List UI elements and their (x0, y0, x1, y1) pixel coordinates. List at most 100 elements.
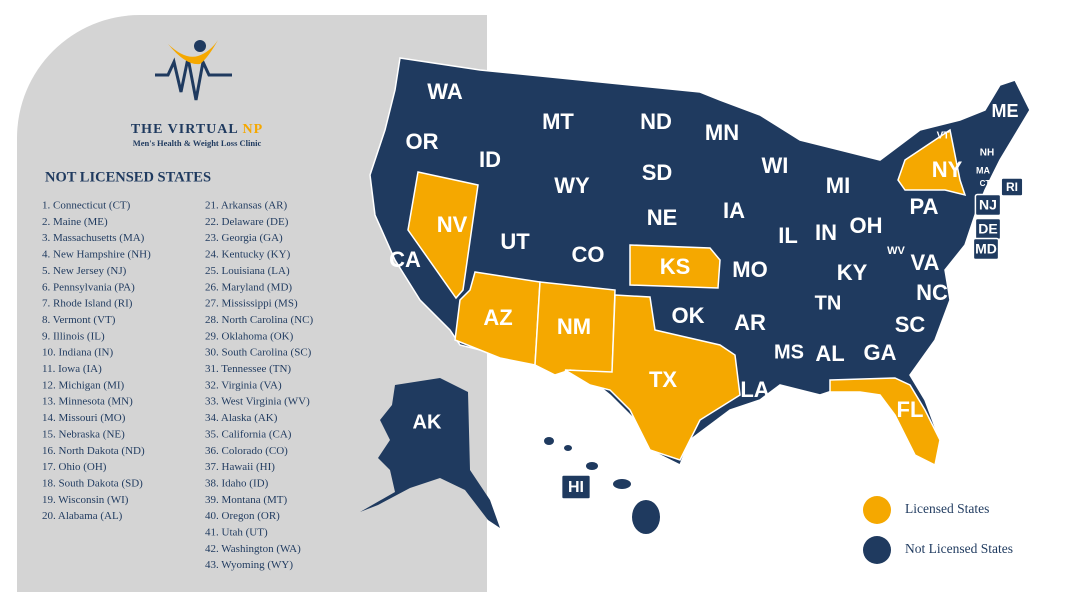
state-label: WI (762, 153, 789, 178)
state-label: MA (976, 165, 990, 175)
logo-icon (155, 40, 232, 101)
list-item: 7. Rhode Island (RI) (42, 298, 133, 310)
list-item: 35. California (CA) (205, 428, 292, 440)
state-label: TN (815, 292, 842, 314)
list-item: 22. Delaware (DE) (205, 216, 289, 228)
state-ak-shape (360, 378, 500, 528)
state-label: MO (732, 257, 767, 282)
list-item: 25. Louisiana (LA) (205, 265, 290, 277)
logo-subtitle: Men's Health & Weight Loss Clinic (133, 138, 262, 148)
list-item: 10. Indiana (IN) (42, 347, 114, 359)
list-item: 16. North Dakota (ND) (42, 445, 145, 457)
state-label: NE (647, 205, 678, 230)
list-item: 30. South Carolina (SC) (205, 347, 312, 359)
state-label: IN (815, 220, 837, 245)
state-label: ND (640, 109, 672, 134)
legend-swatch (863, 536, 891, 564)
list-item: 3. Massachusetts (MA) (42, 232, 145, 244)
list-item: 29. Oklahoma (OK) (205, 330, 294, 342)
state-label: OH (850, 213, 883, 238)
state-label: AR (734, 310, 766, 335)
state-label: MD (975, 241, 997, 257)
list-item: 36. Colorado (CO) (205, 445, 288, 457)
state-label: IL (778, 223, 798, 248)
state-label: KY (837, 260, 868, 285)
legend-swatch (863, 496, 891, 524)
state-label: NM (557, 314, 591, 339)
list-item: 32. Virginia (VA) (205, 379, 282, 391)
list-item: 26. Maryland (MD) (205, 281, 292, 293)
list-item: 41. Utah (UT) (205, 527, 268, 539)
state-label: MS (774, 341, 804, 363)
list-item: 42. Washington (WA) (205, 543, 301, 555)
state-label: OR (406, 129, 439, 154)
logo-title-main: THE VIRTUAL (131, 122, 238, 137)
state-label-box (1000, 177, 1024, 197)
state-label: OK (672, 303, 705, 328)
logo-title-accent: NP (242, 122, 263, 137)
state-label: CA (389, 247, 421, 272)
list-item: 17. Ohio (OH) (42, 461, 107, 473)
list-item: 39. Montana (MT) (205, 494, 288, 506)
state-fl (829, 377, 941, 467)
list-item: 43. Wyoming (WY) (205, 559, 293, 571)
us-map: WA OR CA NV ID MT WY UT CO AZ NM ND SD NE KS OK TX MN IA MO… (360, 57, 1031, 534)
state-label: SD (642, 160, 673, 185)
list-item: 40. Oregon (OR) (205, 510, 280, 522)
hawaii-islands (544, 437, 660, 534)
state-label: WA (427, 79, 463, 104)
side-panel (17, 15, 487, 592)
list-item: 23. Georgia (GA) (205, 232, 283, 244)
state-label: MN (705, 120, 739, 145)
list-item: 12. Michigan (MI) (42, 379, 125, 391)
state-label: ID (479, 147, 501, 172)
state-label-box (974, 193, 1002, 217)
state-label: FL (897, 397, 924, 422)
list-item: 1. Connecticut (CT) (42, 200, 131, 212)
state-label: DE (978, 221, 997, 237)
list-item: 27. Mississippi (MS) (205, 298, 298, 310)
state-label: NV (437, 212, 468, 237)
list-item: 13. Minnesota (MN) (42, 396, 133, 408)
state-label: HI (568, 479, 584, 496)
state-label: IA (723, 198, 745, 223)
list-item: 8. Vermont (VT) (42, 314, 116, 326)
list-item: 9. Illinois (IL) (42, 330, 105, 342)
list-item: 20. Alabama (AL) (42, 510, 123, 522)
list-item: 14. Missouri (MO) (42, 412, 126, 424)
state-label: ME (992, 101, 1019, 121)
list-item: 33. West Virginia (WV) (205, 396, 310, 408)
list-item: 37. Hawaii (HI) (205, 461, 275, 473)
legend-label: Not Licensed States (905, 541, 1013, 556)
state-label-box (972, 237, 1000, 261)
list-item: 15. Nebraska (NE) (42, 428, 125, 440)
state-label: NC (916, 280, 948, 305)
state-tx (564, 294, 741, 461)
state-label: CO (572, 242, 605, 267)
state-label: CT (980, 179, 991, 188)
state-list: 1. Connecticut (CT) 2. Maine (ME) 3. Massa… (42, 200, 313, 572)
state-label: AK (413, 411, 442, 433)
state-label: AL (815, 341, 844, 366)
state-label: LA (740, 377, 769, 402)
state-label: WV (887, 245, 905, 257)
list-item: 6. Pennsylvania (PA) (42, 281, 135, 293)
state-ny (897, 128, 967, 197)
list-item: 2. Maine (ME) (42, 216, 108, 228)
state-label: WY (554, 173, 590, 198)
state-label: RI (1006, 180, 1018, 194)
state-label: TX (649, 367, 677, 392)
list-item: 21. Arkansas (AR) (205, 200, 288, 212)
state-label: MT (542, 109, 574, 134)
list-item: 11. Iowa (IA) (42, 363, 102, 375)
legend: Licensed States Not Licensed States (863, 496, 1013, 564)
logo-title: THE VIRTUAL NP (131, 122, 263, 137)
state-label: KS (660, 254, 691, 279)
list-item: 5. New Jersey (NJ) (42, 265, 127, 277)
state-label: NH (980, 148, 994, 159)
state-label: PA (910, 194, 939, 219)
state-label: NJ (979, 197, 997, 213)
state-label: AZ (483, 305, 512, 330)
